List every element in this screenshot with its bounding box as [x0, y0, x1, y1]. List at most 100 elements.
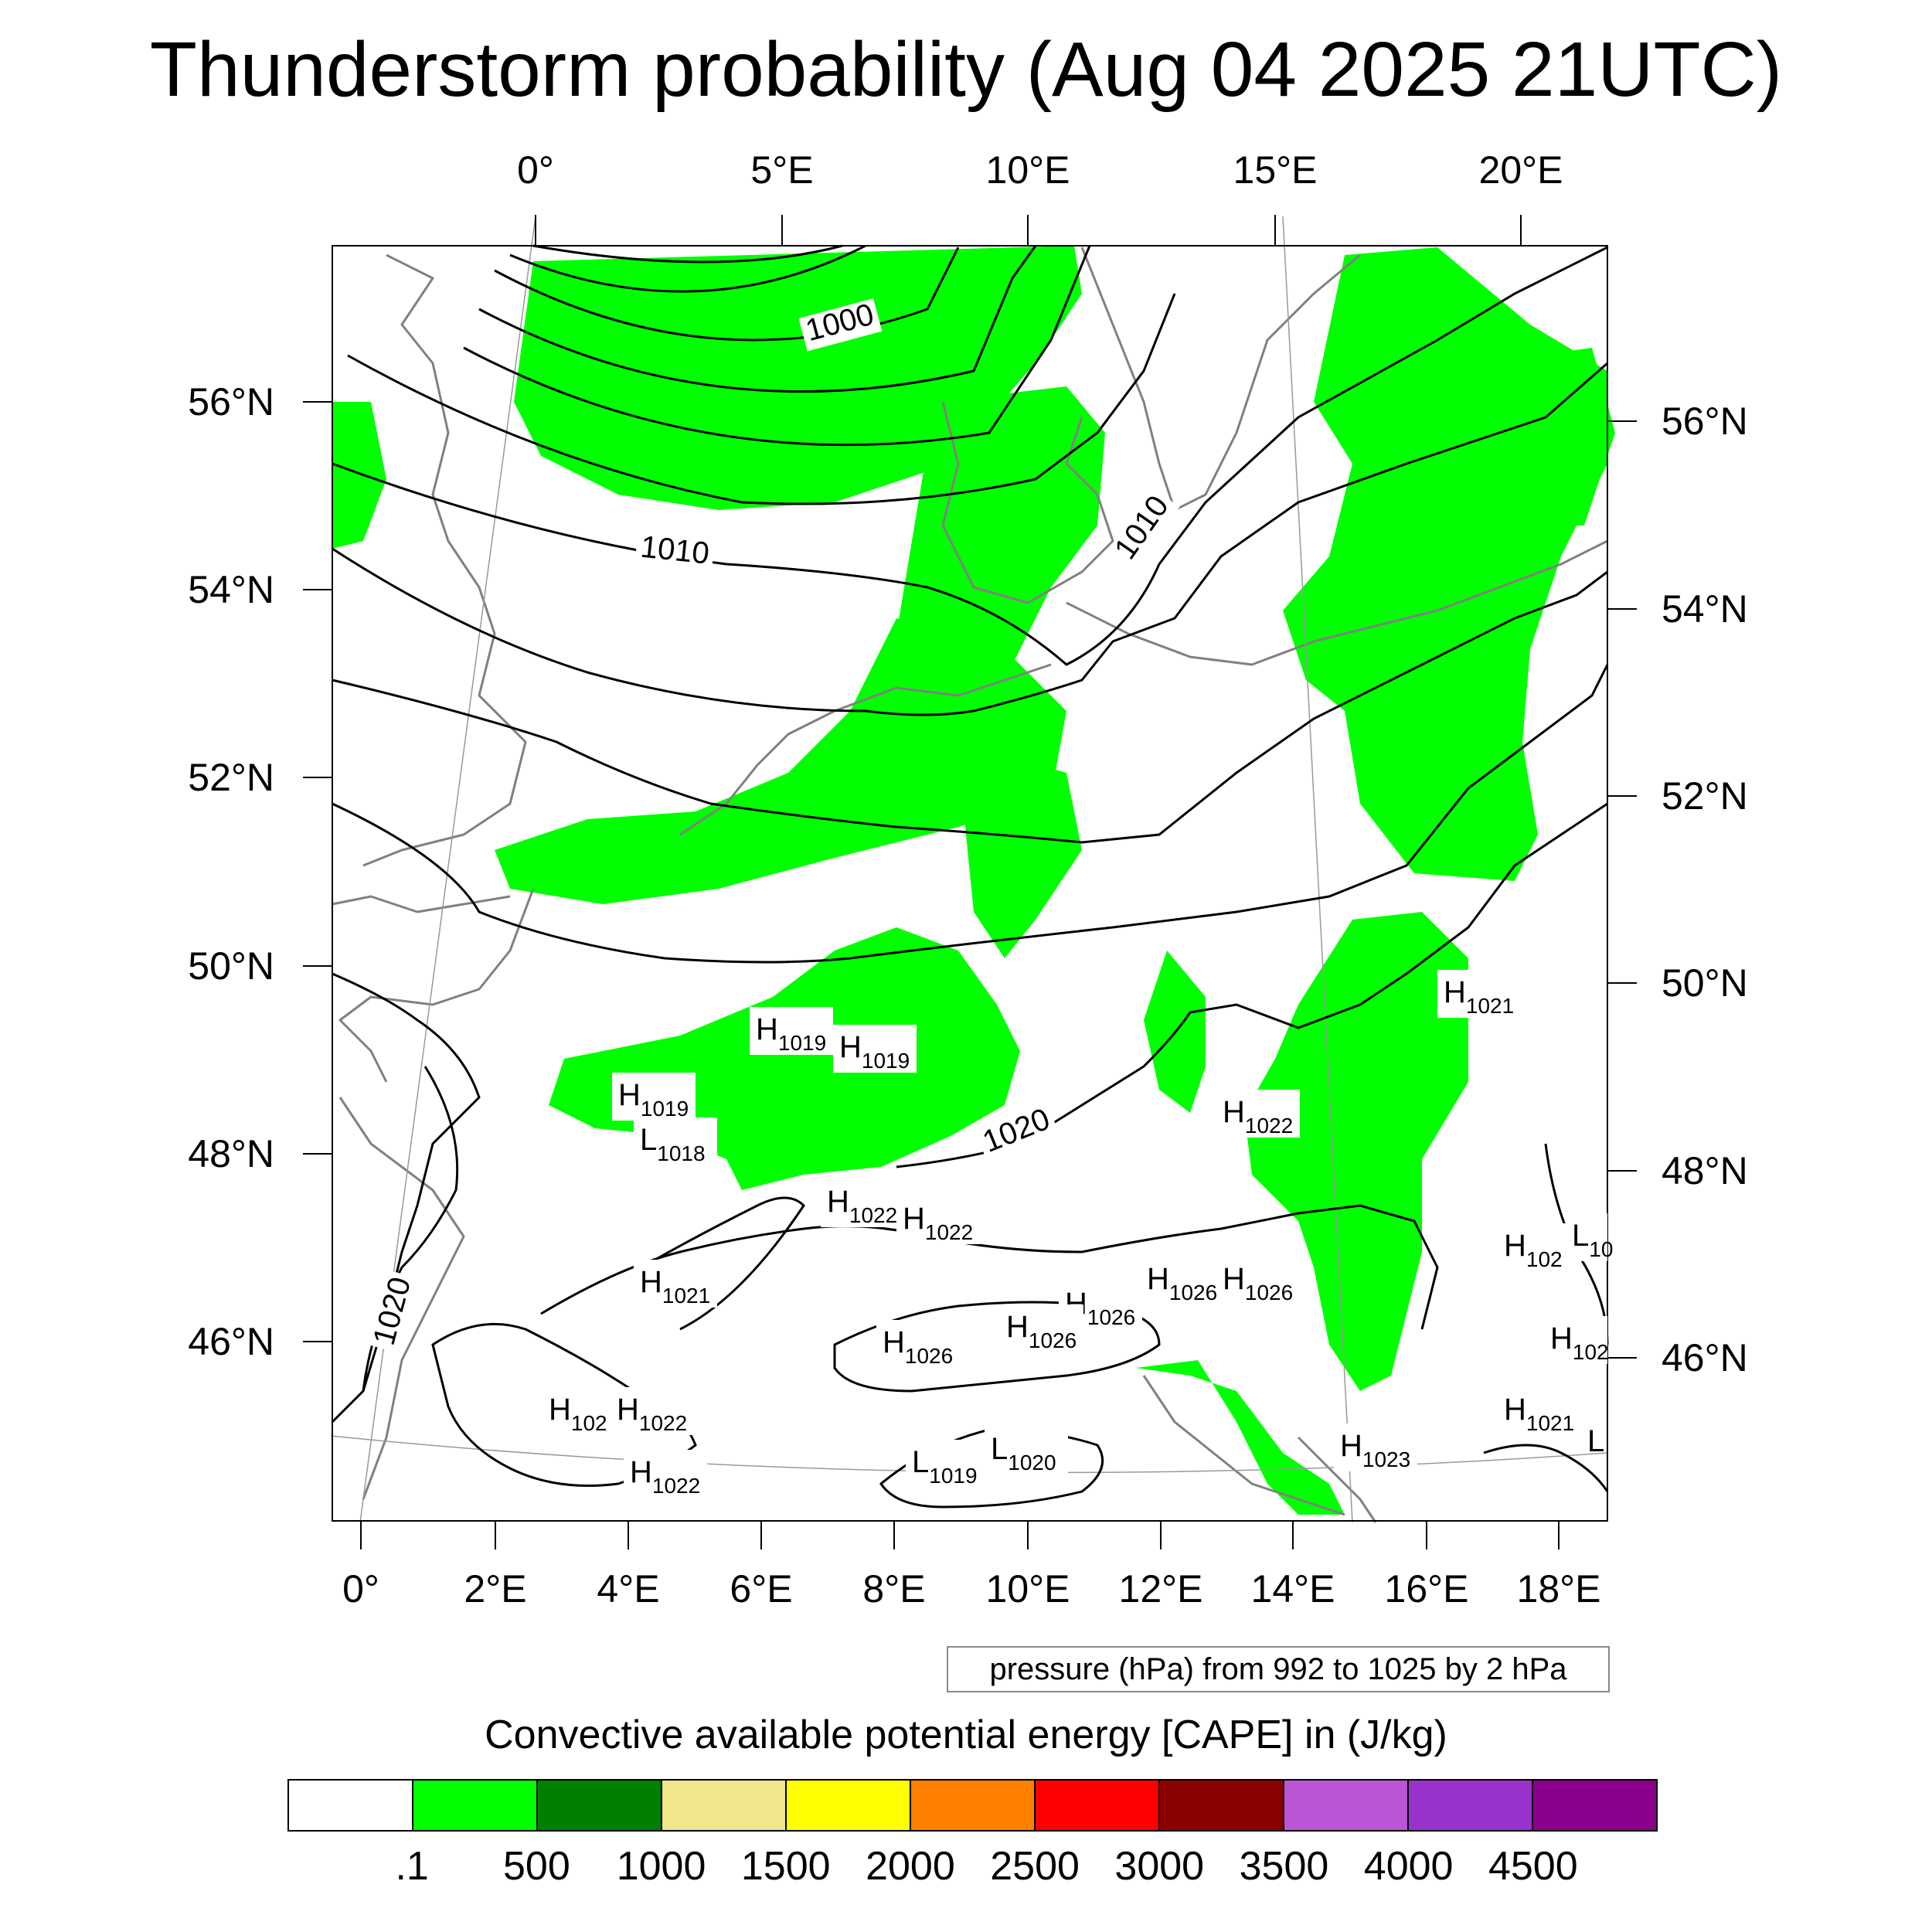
pressure-center-label: H1019 [839, 1030, 910, 1073]
left-axis [303, 401, 332, 1342]
bottom-tick-label: 0° [342, 1567, 379, 1611]
top-axis [535, 215, 1522, 246]
right-axis [1607, 420, 1637, 1359]
cape-fill-regions [332, 246, 1615, 1515]
coastline-baltic-south [1066, 539, 1608, 666]
pressure-center-label: H1026 [883, 1325, 953, 1368]
cape-region-germany [958, 742, 1082, 958]
right-tick-label: 48°N [1662, 1149, 1748, 1192]
cape-region-denmark [896, 386, 1105, 696]
pressure-center-label: H1026 [1147, 1262, 1217, 1304]
pressure-center-label: H1022 [903, 1202, 973, 1244]
bottom-tick-label: 16°E [1385, 1567, 1469, 1611]
colorbar-tick-label: 3000 [1114, 1844, 1205, 1889]
colorbar-swatch [289, 1781, 413, 1830]
isobar-1022-a [641, 1196, 805, 1331]
isobar-998 [532, 244, 843, 264]
isobar-label: 1010 [639, 530, 711, 571]
cape-region-baltic [1538, 348, 1615, 526]
isobar-1014 [332, 570, 1608, 844]
colorbar-title: Convective available potential energy [C… [485, 1713, 1447, 1757]
top-axis-labels: 0° 5°E 10°E 15°E 20°E [517, 148, 1563, 192]
coastline-france-west [338, 1097, 465, 1500]
isobars [331, 244, 1609, 1509]
isobar-1018 [331, 972, 481, 1423]
colorbar-tick-label: 4000 [1363, 1844, 1454, 1889]
pressure-center-label: H1021 [1444, 975, 1514, 1018]
bottom-tick-label: 10°E [986, 1567, 1070, 1611]
bottom-tick-label: 18°E [1517, 1567, 1601, 1611]
bottom-tick-label: 6°E [730, 1567, 792, 1611]
left-tick-label: 48°N [188, 1132, 274, 1175]
isobar-1000 [509, 244, 866, 293]
left-tick-label: 50°N [188, 944, 274, 988]
chart-title: Thunderstorm probability (Aug 04 2025 21… [149, 26, 1783, 113]
isobar-east-2 [1483, 1444, 1609, 1492]
top-tick-label: 0° [517, 148, 554, 192]
isobar-1012 [332, 362, 1608, 716]
top-tick-label: 15°E [1233, 148, 1318, 192]
pressure-center-label: H1022 [617, 1393, 687, 1435]
pressure-center-label: H102 [1504, 1229, 1563, 1271]
colorbar-tick-label: 4500 [1488, 1844, 1578, 1889]
right-tick-label: 56°N [1662, 400, 1748, 443]
pressure-center-label: H102 [1550, 1321, 1609, 1364]
bottom-tick-label: 4°E [597, 1567, 659, 1611]
pressure-center-label: H1023 [1340, 1429, 1410, 1471]
bottom-tick-label: 12°E [1119, 1567, 1203, 1611]
colorbar-tick-label: 1500 [740, 1844, 831, 1889]
isobar-1006 [463, 245, 1091, 447]
colorbar-swatch [538, 1781, 662, 1830]
right-tick-label: 54°N [1662, 587, 1748, 631]
colorbar-tick-label: .1 [395, 1844, 429, 1889]
right-tick-label: 52°N [1662, 774, 1748, 818]
bottom-tick-label: 2°E [464, 1567, 526, 1611]
isobar-1002 [494, 247, 960, 342]
pressure-center-label: L1020 [991, 1432, 1056, 1475]
colorbar-swatch [413, 1781, 538, 1830]
colorbar-tick-label: 2500 [990, 1844, 1080, 1889]
pressure-center-label: H102 [549, 1393, 607, 1435]
bottom-tick-label: 8°E [862, 1567, 925, 1611]
pressure-center-label: H1022 [827, 1185, 897, 1227]
colorbar-swatch [1160, 1781, 1284, 1830]
left-tick-label: 52°N [188, 756, 274, 799]
colorbar-tick-label: 3500 [1239, 1844, 1329, 1889]
colorbar-labels: .1 500 1000 1500 2000 2500 3000 3500 4000 4500 [0, 1843, 1932, 1897]
colorbar-swatch [1284, 1781, 1409, 1830]
coastline-uk-east [362, 253, 527, 867]
cape-region-austria-hungary [1244, 912, 1468, 1391]
colorbar-tick-label: 2000 [866, 1844, 955, 1889]
pressure-centers: H1019 H1019 H1019 L1018 H1022 H1022 H102… [543, 970, 1613, 1498]
top-tick-label: 5°E [750, 148, 813, 192]
pressure-center-label: H1022 [630, 1455, 700, 1498]
pressure-center-label: L10 [1572, 1219, 1613, 1261]
pressure-center-label: H1019 [618, 1078, 689, 1121]
map-frame [332, 245, 1608, 1522]
cape-region-poland [1283, 247, 1607, 881]
top-tick-label: 10°E [986, 148, 1070, 192]
cape-region-france-germany [549, 927, 1020, 1190]
coastline-croatia [1297, 1436, 1377, 1523]
pressure-center-label: L [1587, 1424, 1604, 1458]
bottom-axis [360, 1521, 1560, 1549]
colorbar-swatch [1036, 1781, 1160, 1830]
bottom-axis-labels: 0° 2°E 4°E 6°E 8°E 10°E 12°E 14°E 16°E 1… [342, 1567, 1600, 1611]
pressure-center-label: L1019 [912, 1445, 978, 1488]
pressure-center-label: H1021 [1504, 1393, 1574, 1435]
isobar-1008 [347, 293, 1176, 505]
colorbar-swatch [1409, 1781, 1533, 1830]
meridian-15e [1282, 216, 1353, 1523]
bottom-tick-label: 14°E [1251, 1567, 1335, 1611]
colorbar-tick-label: 1000 [616, 1844, 706, 1889]
colorbar-swatch [787, 1781, 911, 1830]
colorbar [287, 1779, 1658, 1832]
cape-region-adriatic [1136, 1360, 1345, 1515]
pressure-center-label: H1022 [1223, 1095, 1293, 1138]
pressure-center-label: H1021 [640, 1265, 710, 1308]
right-axis-labels: 56°N 54°N 52°N 50°N 48°N 46°N [1662, 400, 1748, 1379]
colorbar-swatch [662, 1781, 787, 1830]
pressure-contour-note: pressure (hPa) from 992 to 1025 by 2 hPa [947, 1646, 1610, 1692]
left-tick-label: 56°N [188, 380, 274, 423]
